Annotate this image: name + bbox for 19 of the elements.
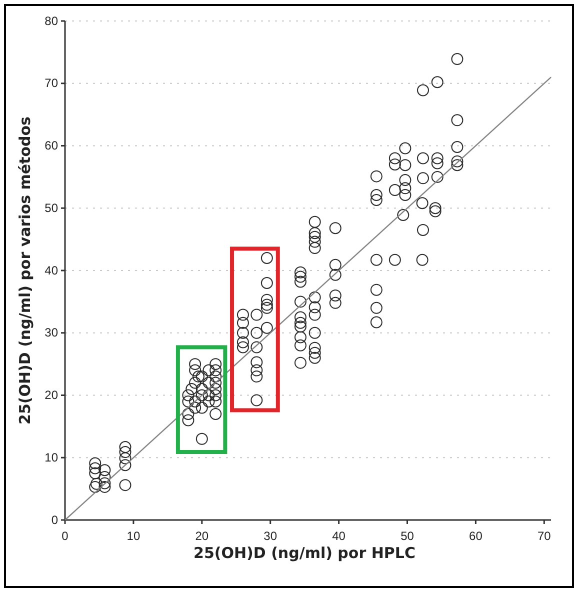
y-tick-label: 70 [44, 76, 58, 90]
y-tick-label: 20 [44, 388, 58, 402]
y-tick-label: 30 [44, 326, 58, 340]
y-tick-label: 50 [44, 200, 58, 215]
y-tick-label: 60 [44, 138, 58, 153]
x-tick-label: 0 [62, 529, 69, 544]
y-tick-label: 10 [44, 450, 58, 464]
y-tick-label: 0 [51, 512, 58, 527]
y-tick-label: 80 [44, 14, 58, 28]
x-tick-label: 70 [537, 529, 552, 544]
x-tick-label: 20 [195, 529, 209, 544]
x-tick-label: 10 [126, 529, 140, 544]
x-tick-label: 60 [469, 529, 483, 544]
x-axis-title: 25(OH)D (ng/ml) por HPLC [194, 544, 416, 562]
y-axis-title: 25(OH)D (ng/ml) por varios métodos [16, 116, 34, 424]
x-tick-label: 50 [400, 529, 414, 544]
x-tick-label: 40 [332, 529, 346, 544]
y-tick-label: 40 [44, 263, 58, 278]
x-tick-label: 30 [264, 529, 278, 544]
